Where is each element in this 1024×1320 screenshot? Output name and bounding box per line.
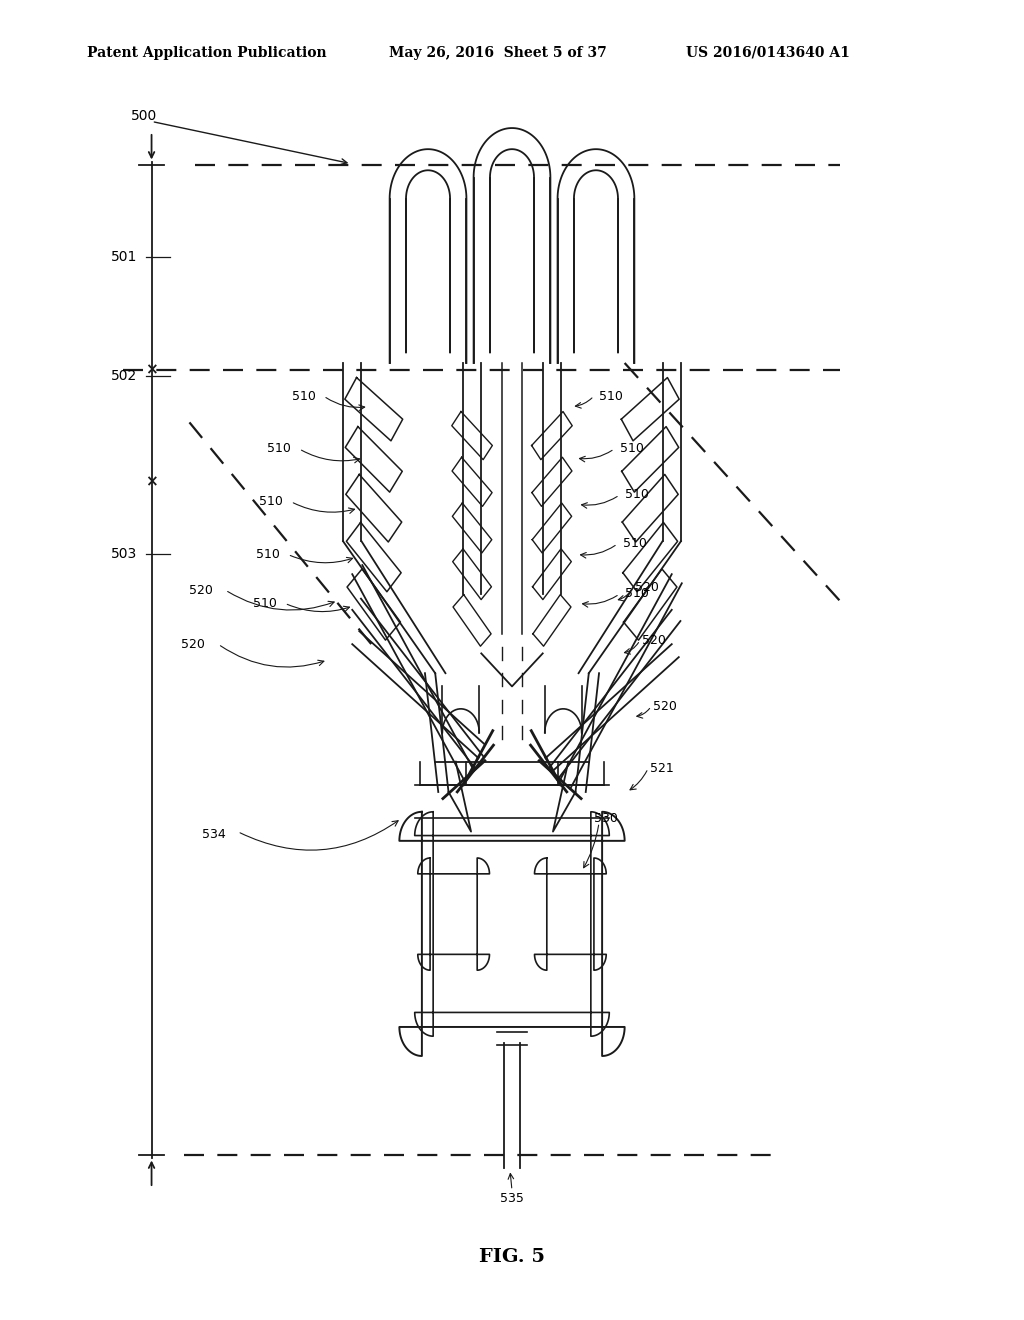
Text: 510: 510 (267, 442, 291, 455)
Text: 501: 501 (111, 251, 137, 264)
Text: 503: 503 (111, 548, 137, 561)
Text: US 2016/0143640 A1: US 2016/0143640 A1 (686, 46, 850, 59)
Text: 510: 510 (625, 488, 648, 502)
Text: 520: 520 (189, 583, 213, 597)
Text: 520: 520 (642, 634, 666, 647)
Text: 502: 502 (111, 370, 137, 383)
Text: 510: 510 (256, 548, 280, 561)
Text: 510: 510 (623, 537, 646, 550)
Text: 510: 510 (292, 389, 315, 403)
Text: 534: 534 (202, 828, 225, 841)
Text: May 26, 2016  Sheet 5 of 37: May 26, 2016 Sheet 5 of 37 (389, 46, 607, 59)
Text: 500: 500 (131, 110, 158, 123)
Text: 535: 535 (500, 1192, 524, 1205)
Text: 520: 520 (635, 581, 658, 594)
Text: Patent Application Publication: Patent Application Publication (87, 46, 327, 59)
Text: 521: 521 (650, 762, 674, 775)
Text: 510: 510 (625, 587, 648, 601)
Text: 510: 510 (253, 597, 276, 610)
Text: 530: 530 (594, 812, 617, 825)
Text: 520: 520 (653, 700, 677, 713)
Text: 510: 510 (259, 495, 283, 508)
Text: 520: 520 (181, 638, 205, 651)
Text: 510: 510 (599, 389, 623, 403)
Text: FIG. 5: FIG. 5 (479, 1247, 545, 1266)
Text: 510: 510 (620, 442, 643, 455)
Text: ×: × (145, 474, 158, 490)
Text: ×: × (145, 362, 158, 378)
